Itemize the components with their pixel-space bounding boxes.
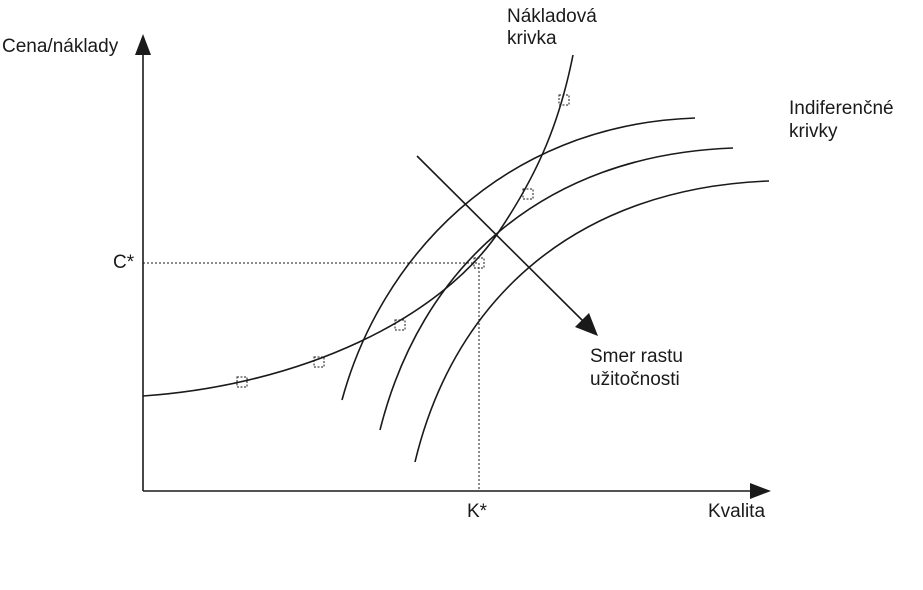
x-axis-label: Kvalita: [708, 501, 766, 522]
cost-curve: [142, 54, 574, 397]
cost-curve-marker: [558, 94, 570, 106]
y-axis-label: Cena/náklady: [2, 36, 119, 57]
indifference-curve-1: [341, 117, 696, 401]
c-star-label: C*: [113, 252, 135, 273]
y-axis-arrowhead: [135, 34, 151, 55]
cost-curve-marker: [394, 319, 406, 331]
utility-direction-arrow: [416, 155, 585, 323]
indifference-curve-3: [414, 180, 770, 463]
cost-curve-label-line1: Nákladová: [507, 6, 597, 27]
indifference-curve-2: [379, 147, 734, 431]
cost-curve-marker: [522, 188, 534, 200]
utility-direction-label-line1: Smer rastu: [590, 346, 683, 367]
cost-curve-point-markers: [236, 94, 570, 388]
cost-curve-label-line2: krivka: [507, 28, 557, 49]
indifference-curves-label-line2: krivky: [789, 121, 838, 142]
cost-curve-marker: [313, 356, 325, 368]
cost-curve-marker: [236, 376, 248, 388]
x-axis-arrowhead: [750, 483, 771, 499]
utility-direction-arrowhead: [575, 313, 598, 336]
k-star-label: K*: [467, 501, 488, 522]
indifference-curves-label-line1: Indiferenčné: [789, 98, 894, 119]
cost-curve-marker: [473, 257, 485, 269]
utility-direction-label-line2: užitočnosti: [590, 369, 680, 390]
